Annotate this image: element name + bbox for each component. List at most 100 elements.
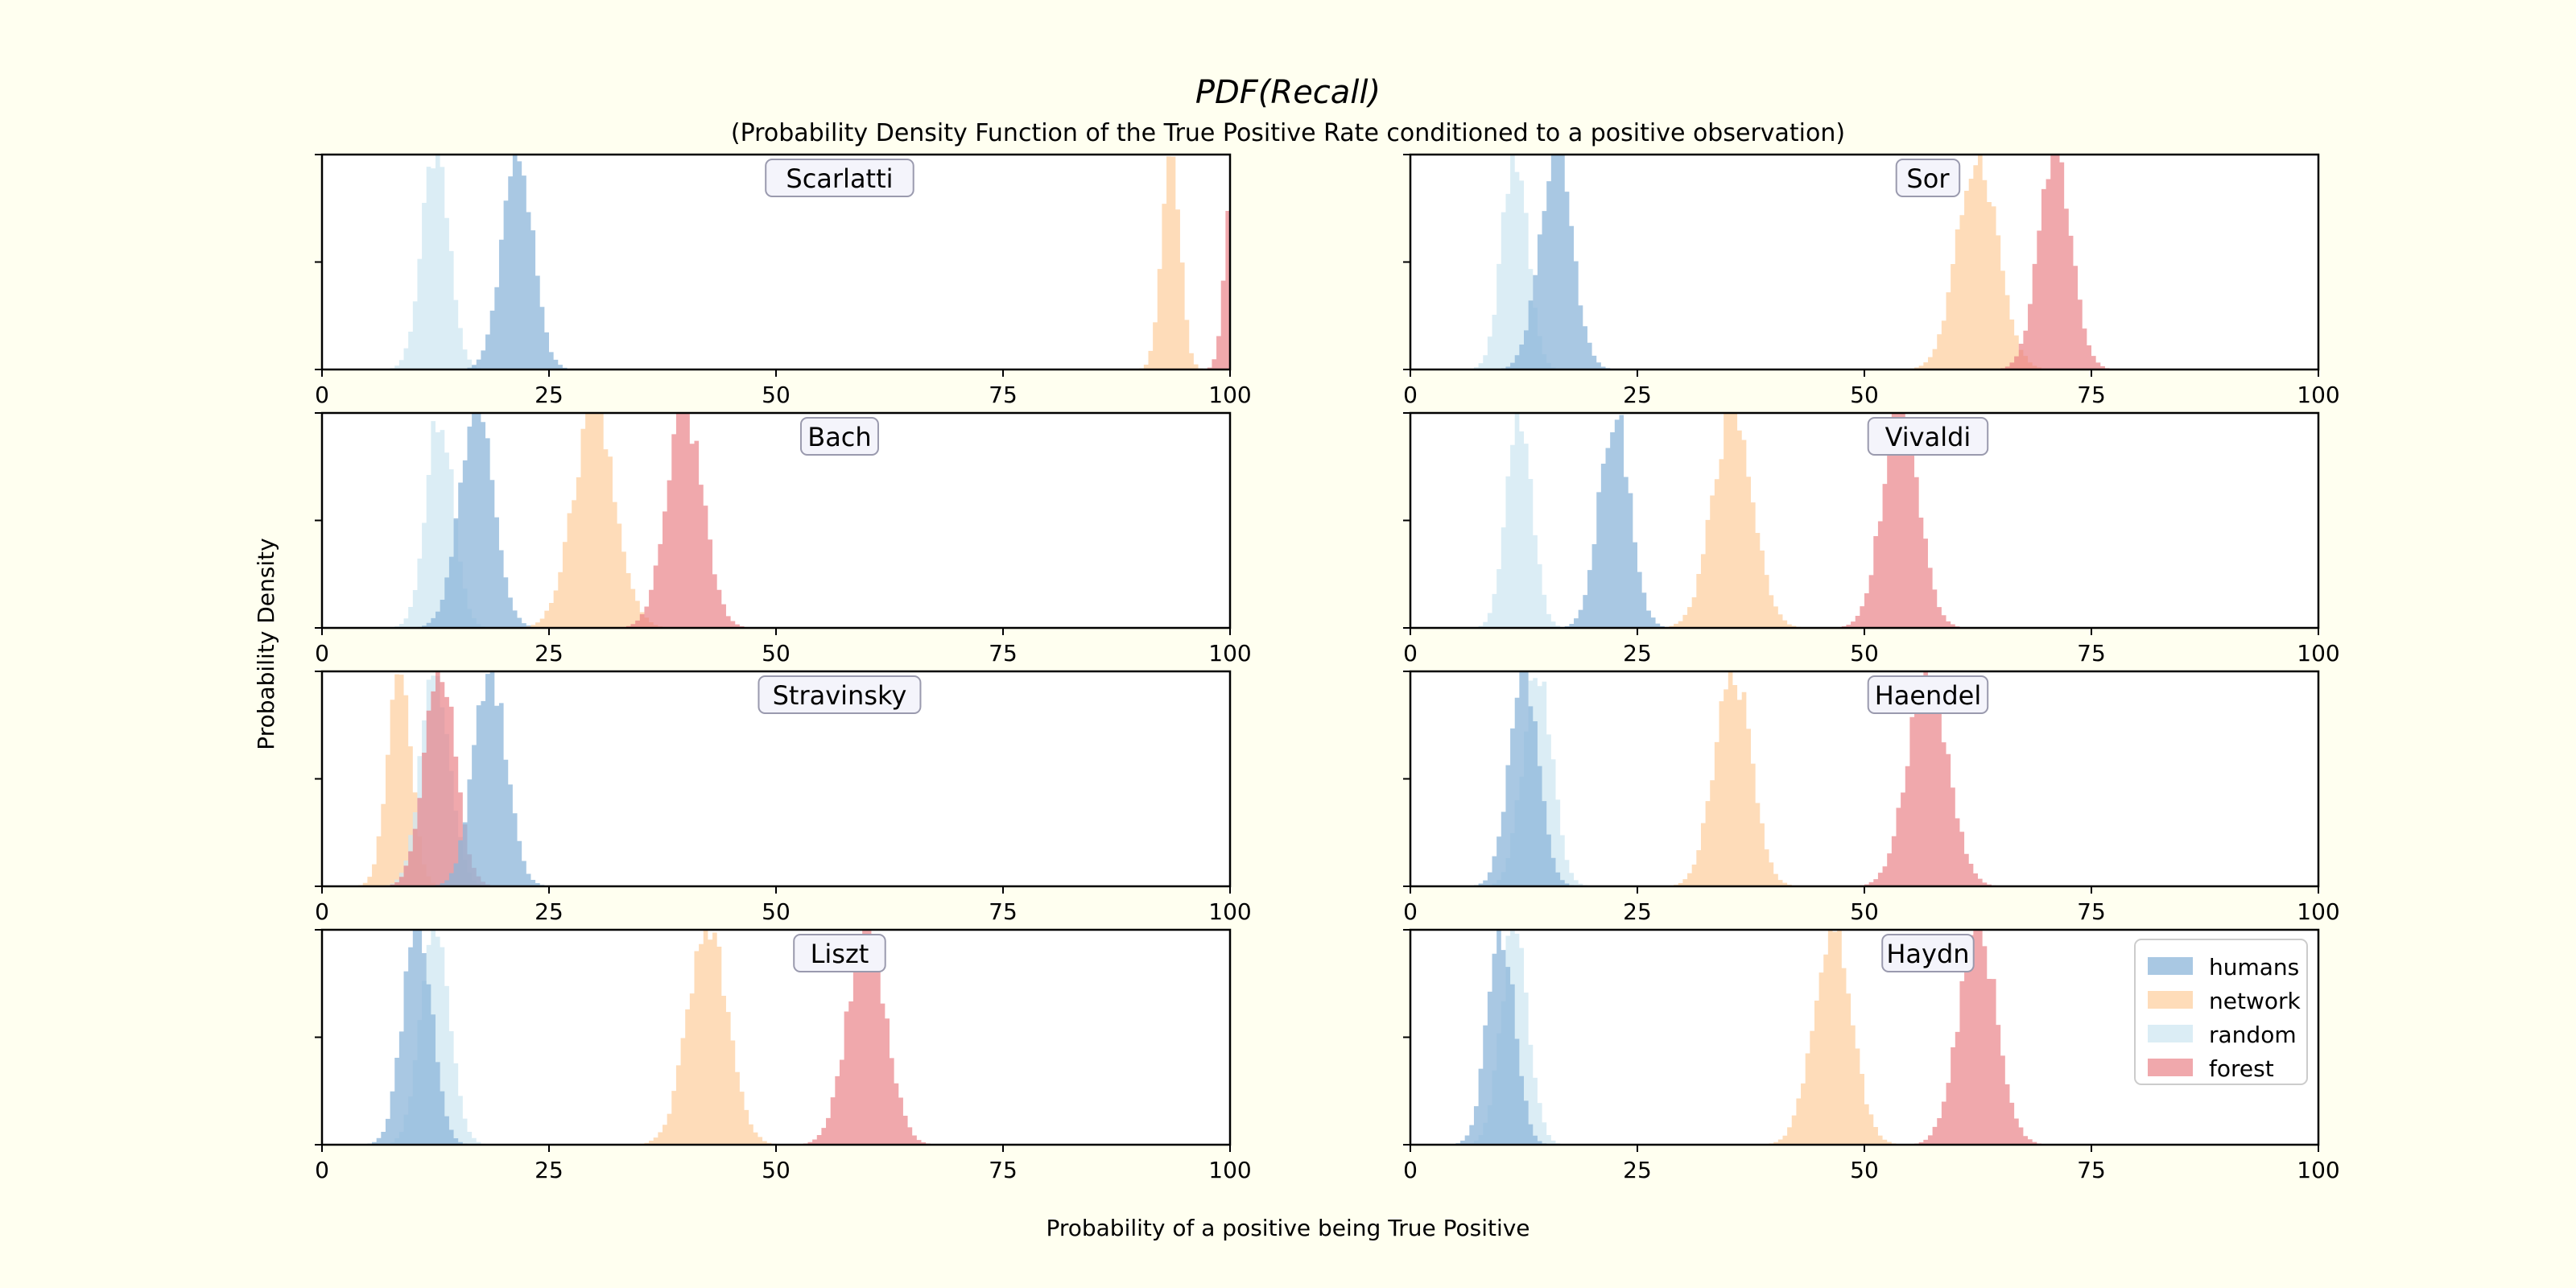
panel-haendel: 0 25 50 75 100 Haendel <box>1403 670 2340 925</box>
x-tick-label: 100 <box>2297 1157 2339 1183</box>
panel-title-box: Bach <box>799 417 879 456</box>
x-tick-label: 100 <box>1208 382 1251 408</box>
series-network <box>1751 930 1915 1145</box>
panel-vivaldi: 0 25 50 75 100 Vivaldi <box>1403 411 2340 667</box>
series-humans <box>1483 155 1629 369</box>
panel-title-box: Haydn <box>1881 934 1975 972</box>
x-tick-label: 75 <box>989 898 1018 925</box>
panel-title: Bach <box>807 422 871 452</box>
panel-title: Haendel <box>1875 680 1982 711</box>
series-humans <box>448 155 586 369</box>
x-tick-label: 100 <box>2297 898 2339 925</box>
series-network <box>503 413 686 628</box>
x-tick-label: 75 <box>989 1157 1018 1183</box>
x-tick-label: 0 <box>315 1157 329 1183</box>
series-forest <box>785 930 949 1145</box>
histogram-random <box>376 155 495 369</box>
x-tick-label: 100 <box>1208 898 1251 925</box>
histogram-forest <box>785 930 949 1145</box>
x-tick-label: 50 <box>1850 898 1879 925</box>
series-network <box>621 930 795 1145</box>
x-tick-label: 25 <box>1623 382 1652 408</box>
figure-title: PDF(Recall) <box>1195 74 1381 111</box>
legend-label-forest: forest <box>2209 1055 2274 1082</box>
legend-label-random: random <box>2209 1022 2297 1048</box>
series-forest <box>1896 930 2060 1145</box>
series-humans <box>1546 415 1683 628</box>
series-forest <box>372 671 509 886</box>
series-forest <box>608 413 763 628</box>
series-random <box>1460 155 1570 369</box>
legend-label-network: network <box>2209 988 2301 1014</box>
panel-title: Liszt <box>811 939 869 969</box>
series-humans <box>353 930 481 1145</box>
histogram-forest <box>608 413 763 628</box>
panel-title-frame <box>758 675 922 714</box>
y-axis-label: Probability Density <box>253 538 279 749</box>
series-forest <box>1823 413 1978 628</box>
x-tick-label: 75 <box>989 382 1018 408</box>
series-humans <box>1442 930 1561 1145</box>
histogram-network <box>503 413 686 628</box>
histogram-humans <box>1460 671 1587 886</box>
series-humans <box>403 413 549 628</box>
histogram-forest <box>1982 155 2128 369</box>
x-tick-label: 50 <box>1850 1157 1879 1183</box>
x-tick-label: 25 <box>535 382 564 408</box>
x-tick-label: 50 <box>762 898 791 925</box>
series-network <box>1891 155 2065 369</box>
panel-title: Vivaldi <box>1885 422 1971 452</box>
x-tick-label: 50 <box>762 382 791 408</box>
histogram-humans <box>448 155 586 369</box>
x-axis-label: Probability of a positive being True Pos… <box>1046 1215 1530 1241</box>
x-tick-label: 75 <box>2077 640 2106 667</box>
x-tick-label: 0 <box>1403 640 1418 667</box>
x-tick-label: 100 <box>2297 640 2339 667</box>
x-tick-label: 75 <box>989 640 1018 667</box>
histogram-humans <box>1546 415 1683 628</box>
histogram-network <box>1655 671 1810 886</box>
histogram-forest <box>1896 930 2060 1145</box>
panel-liszt: 0 25 50 75 100 Liszt <box>315 928 1252 1183</box>
histogram-network <box>621 930 795 1145</box>
plot-area <box>322 930 1230 1145</box>
histogram-forest <box>1823 413 1978 628</box>
x-tick-label: 50 <box>1850 640 1879 667</box>
x-tick-label: 0 <box>315 640 329 667</box>
series-humans <box>417 671 563 886</box>
series-network <box>1646 413 1819 628</box>
figure-subtitle: (Probability Density Function of the Tru… <box>731 119 1845 147</box>
histogram-network <box>1891 155 2065 369</box>
x-tick-label: 0 <box>315 382 329 408</box>
histogram-humans <box>353 930 481 1145</box>
histogram-forest <box>372 671 509 886</box>
legend: humans network random forest <box>2134 939 2308 1085</box>
series-network <box>1655 671 1810 886</box>
legend-label-humans: humans <box>2209 954 2299 980</box>
histogram-random <box>381 421 499 628</box>
x-tick-label: 50 <box>762 1157 791 1183</box>
panel-stravinsky: 0 25 50 75 100 Stravinsky <box>315 670 1252 925</box>
histogram-network <box>349 674 449 886</box>
legend-swatch-network <box>2148 991 2193 1009</box>
panels-group: 0 25 50 75 100 Scarlatti 0 25 50 75 100 Sor 0 25 50 75 1… <box>315 153 2340 1183</box>
x-tick-label: 25 <box>1623 898 1652 925</box>
histogram-forest <box>1841 671 2015 886</box>
panel-title-box: Haendel <box>1867 675 1989 714</box>
panel-title: Sor <box>1906 163 1950 194</box>
histogram-network <box>1646 413 1819 628</box>
series-network <box>1129 156 1212 369</box>
histogram-humans <box>1442 930 1561 1145</box>
histogram-random <box>1464 413 1575 628</box>
x-tick-label: 100 <box>2297 382 2339 408</box>
series-random <box>1464 413 1575 628</box>
histogram-humans <box>417 671 563 886</box>
legend-entry-random: random <box>2148 1022 2297 1048</box>
panel-title-box: Sor <box>1895 159 1961 197</box>
histogram-humans <box>403 413 549 628</box>
series-random <box>381 421 499 628</box>
x-tick-label: 50 <box>1850 382 1879 408</box>
panel-title-box: Liszt <box>793 934 886 972</box>
legend-swatch-humans <box>2148 957 2193 975</box>
